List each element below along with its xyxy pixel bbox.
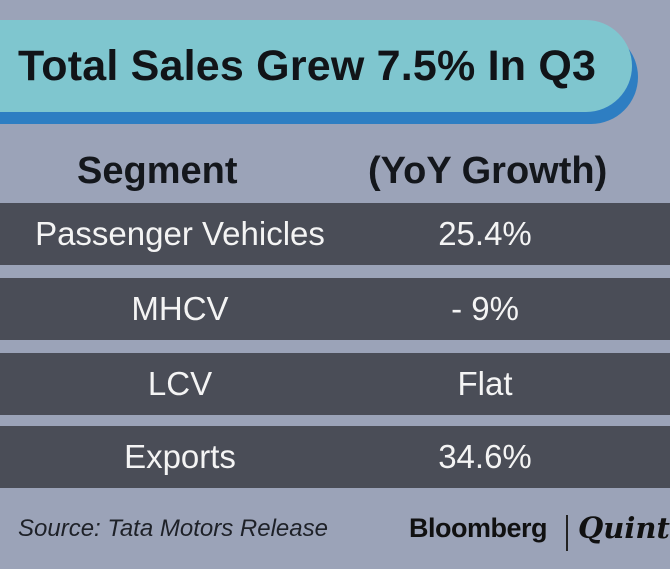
table-row: LCV Flat — [0, 353, 670, 415]
source-note: Source: Tata Motors Release — [18, 515, 328, 542]
growth-cell: 34.6% — [438, 438, 532, 475]
brand-divider — [566, 515, 568, 551]
chart-title: Total Sales Grew 7.5% In Q3 — [18, 41, 597, 90]
column-header-growth: (YoY Growth) — [368, 150, 608, 192]
growth-cell: 25.4% — [438, 215, 532, 252]
segment-cell: Exports — [124, 438, 236, 475]
segment-cell: Passenger Vehicles — [35, 215, 325, 252]
growth-cell: - 9% — [451, 290, 519, 327]
column-header-segment: Segment — [77, 150, 238, 192]
growth-cell: Flat — [457, 365, 513, 402]
segment-cell: MHCV — [131, 290, 229, 327]
brand-logo-bloomberg: Bloomberg — [409, 513, 548, 543]
table-row: Passenger Vehicles 25.4% — [0, 203, 670, 265]
table-header: Segment (YoY Growth) — [0, 140, 670, 202]
segment-cell: LCV — [147, 365, 213, 402]
brand-logo-quint: Quint — [578, 511, 670, 545]
table-row: Exports 34.6% — [0, 426, 670, 488]
table-row: MHCV - 9% — [0, 278, 670, 340]
footer: Source: Tata Motors Release Bloomberg Qu… — [0, 505, 670, 561]
title-bar: Total Sales Grew 7.5% In Q3 — [0, 20, 632, 112]
